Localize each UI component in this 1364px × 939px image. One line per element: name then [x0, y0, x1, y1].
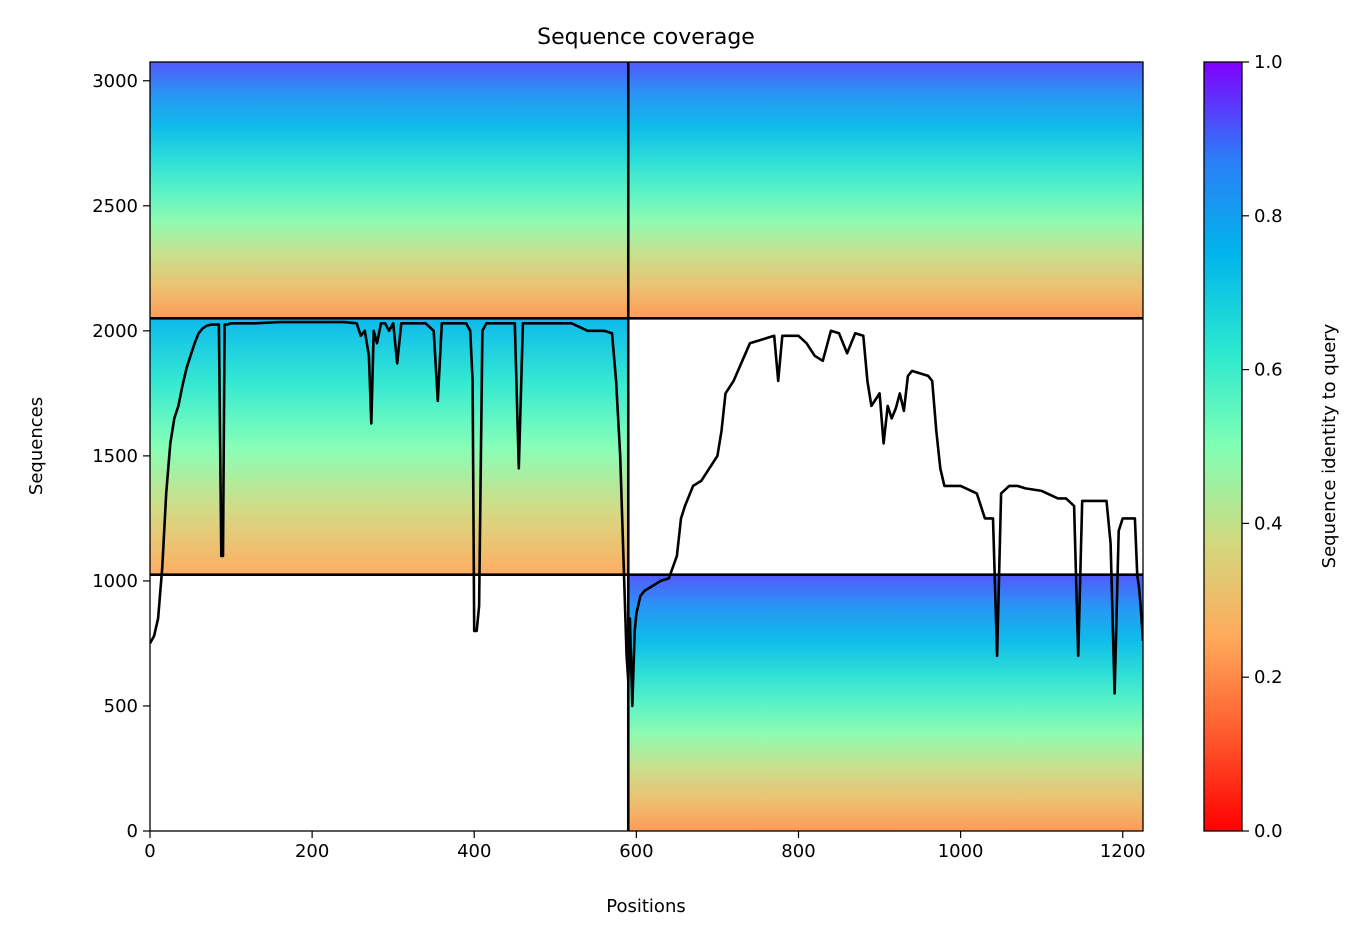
y-tick-label: 500 [104, 696, 138, 717]
y-tick-label: 3000 [92, 71, 138, 92]
y-axis-ticks: 0 500 1000 1500 2000 2500 3000 [92, 71, 150, 842]
colorbar-tick-label: 0.2 [1254, 667, 1283, 688]
chart-title: Sequence coverage [537, 25, 755, 50]
colorbar-tick-label: 0.0 [1254, 821, 1283, 842]
coverage-block-middle-left [150, 318, 629, 575]
x-tick-label: 0 [144, 841, 155, 862]
colorbar-tick-label: 0.8 [1254, 206, 1283, 227]
x-axis-ticks: 0 200 400 600 800 1000 1200 [144, 831, 1146, 862]
y-tick-label: 0 [127, 821, 138, 842]
y-tick-label: 2000 [92, 321, 138, 342]
y-axis-label: Sequences [26, 397, 47, 495]
plot-frame [149, 61, 1144, 832]
coverage-line [150, 320, 1143, 708]
x-tick-label: 1200 [1100, 841, 1146, 862]
y-tick-label: 2500 [92, 196, 138, 217]
x-tick-label: 400 [457, 841, 491, 862]
colorbar-ticks: 0.0 0.2 0.4 0.6 0.8 1.0 [1242, 52, 1283, 842]
y-tick-label: 1500 [92, 446, 138, 467]
x-tick-label: 1000 [938, 841, 984, 862]
coverage-block-bottom-right [628, 574, 1143, 831]
coverage-block-top-left [150, 62, 629, 319]
x-tick-label: 600 [619, 841, 653, 862]
x-axis-label: Positions [606, 896, 685, 917]
colorbar-label: Sequence identity to query [1319, 323, 1340, 568]
colorbar-tick-label: 0.4 [1254, 513, 1283, 534]
y-tick-label: 1000 [92, 571, 138, 592]
x-tick-label: 200 [295, 841, 329, 862]
segment-boundaries [150, 62, 1143, 831]
colorbar-tick-label: 1.0 [1254, 52, 1283, 73]
colorbar-tick-label: 0.6 [1254, 360, 1283, 381]
coverage-blocks [150, 62, 1143, 831]
coverage-block-top-right [628, 62, 1143, 319]
x-tick-label: 800 [781, 841, 815, 862]
plot-area [150, 62, 1143, 831]
colorbar [1203, 61, 1243, 832]
